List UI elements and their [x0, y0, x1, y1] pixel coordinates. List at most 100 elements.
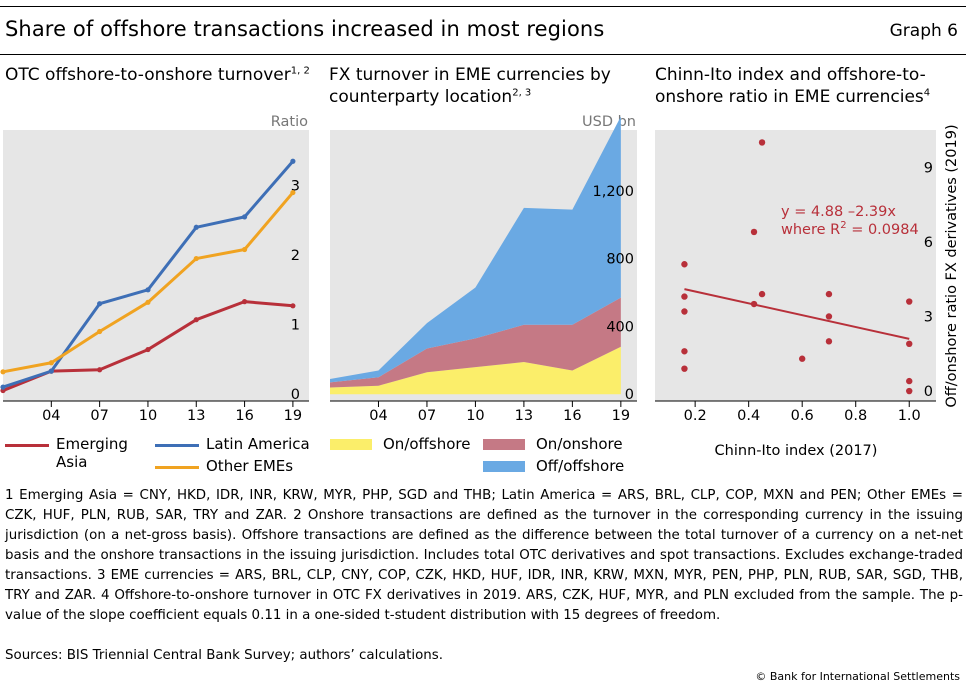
scatter-point — [681, 365, 688, 372]
panel2-unit: USD bn — [582, 114, 636, 130]
x-tick-label: 07 — [418, 408, 436, 424]
legend-label-off-offshore: Off/offshore — [536, 457, 625, 475]
x-tick-label: 1.0 — [898, 408, 921, 424]
series-point — [193, 255, 199, 262]
y-tick-label: 1 — [291, 318, 300, 334]
scatter-point — [681, 261, 688, 268]
scatter-point — [825, 313, 833, 320]
r2-superscript: 2 — [840, 220, 846, 231]
x-tick-label: 04 — [369, 408, 387, 424]
series-point — [241, 299, 248, 305]
x-tick-label: 0.6 — [791, 408, 814, 424]
x-tick-label: 0.4 — [737, 408, 760, 424]
panel1-title: OTC offshore-to-onshore turnover1, 2 — [5, 65, 310, 85]
y-tick-label: 9 — [924, 160, 933, 176]
regression-r2: where R2 = 0.0984 — [781, 220, 919, 238]
panel3-title: Chinn-Ito index and offshore-to-onshore … — [655, 65, 931, 107]
regression-equation: y = 4.88 –2.39x — [781, 204, 896, 220]
scatter-point — [825, 338, 833, 345]
graph-title: Share of offshore transactions increased… — [5, 17, 605, 41]
series-point — [97, 301, 103, 307]
scatter-point — [681, 348, 688, 355]
legend-label-on-onshore: On/onshore — [536, 435, 623, 453]
scatter-point — [750, 228, 758, 236]
series-point — [290, 189, 296, 196]
scatter-point — [681, 293, 688, 300]
legend-swatch-off-offshore — [483, 461, 525, 472]
y-tick-label: 400 — [606, 319, 634, 335]
scatter-point — [681, 308, 688, 315]
legend-swatch-emerging-asia — [5, 444, 49, 447]
r2-value: = 0.0984 — [847, 222, 919, 238]
y-tick-label: 0 — [924, 384, 933, 400]
panel3-scatter-chart: 0.2 0.4 0.6 0.8 1.00 3 6 9 Chinn-Ito index (2017… — [655, 124, 960, 459]
legend-label-other-emes: Other EMEs — [206, 457, 294, 475]
area-off-offshore — [330, 116, 621, 383]
panel2-title: FX turnover in EME currencies by counterp… — [329, 65, 611, 107]
y-tick-label: 3 — [924, 309, 933, 325]
scatter-point — [906, 387, 913, 395]
x-tick-label: 16 — [235, 408, 253, 424]
x-tick-label: 10 — [466, 408, 484, 424]
sources: Sources: BIS Triennial Central Bank Surv… — [5, 648, 443, 663]
y-tick-label: 2 — [291, 248, 300, 264]
scatter-point — [906, 298, 913, 305]
y-tick-label: 6 — [924, 235, 933, 251]
series-point — [241, 214, 248, 220]
series-point — [241, 246, 248, 253]
r2-prefix: where R — [781, 222, 840, 238]
x-tick-label: 13 — [515, 408, 533, 424]
x-tick-label: 19 — [284, 408, 302, 424]
charts-canvas: Ratio USD bn 04 07 10 13 16 19 0 1 2 3 04 07 10 13 16… — [0, 114, 960, 459]
title-separator — [0, 54, 966, 55]
series-point — [193, 317, 199, 323]
top-rule — [0, 6, 966, 7]
graph-number: Graph 6 — [889, 21, 958, 41]
series-point — [97, 328, 103, 335]
series-point — [193, 224, 199, 230]
panel1-line-chart: 04 07 10 13 16 19 0 1 2 3 — [0, 158, 309, 424]
y-tick-label: 0 — [291, 387, 300, 403]
series-point — [0, 384, 6, 390]
x-tick-label: 10 — [139, 408, 157, 424]
trendline — [684, 288, 910, 340]
y-tick-label: 1,200 — [592, 184, 634, 200]
series-point — [145, 299, 151, 305]
scatter-point — [798, 355, 806, 362]
legend-swatch-on-onshore — [483, 439, 525, 450]
scatter-point — [906, 377, 913, 385]
series-point — [145, 346, 151, 353]
legend-swatch-latin-america — [155, 444, 199, 447]
series-point — [290, 158, 296, 164]
series-point — [145, 287, 151, 293]
x-tick-label: 0.2 — [684, 408, 707, 424]
legend-label-emerging-asia: Emerging Asia — [56, 435, 128, 471]
y-tick-label: 800 — [606, 252, 634, 268]
x-axis-title: Chinn-Ito index (2017) — [715, 443, 878, 459]
x-tick-label: 0.8 — [844, 408, 867, 424]
series-point — [0, 369, 6, 375]
scatter-point — [750, 300, 758, 308]
panel3-plot-bg — [655, 130, 936, 401]
legend-swatch-on-offshore — [330, 439, 372, 450]
panel1-plot-bg — [3, 130, 309, 401]
scatter-point — [758, 290, 766, 298]
copyright: © Bank for International Settlements — [755, 670, 960, 683]
panel1-unit: Ratio — [271, 114, 308, 130]
scatter-point — [758, 139, 766, 146]
x-tick-label: 13 — [187, 408, 205, 424]
series-point — [48, 368, 54, 374]
area-on-offshore — [330, 346, 621, 395]
footnotes: 1 Emerging Asia = CNY, HKD, IDR, INR, KR… — [5, 488, 963, 623]
legend-label-latin-america: Latin America — [206, 435, 310, 453]
x-tick-label: 16 — [563, 408, 581, 424]
legend-swatch-other-emes — [155, 466, 199, 469]
x-tick-label: 07 — [90, 408, 108, 424]
x-tick-label: 04 — [42, 408, 60, 424]
y-axis-title: Off/onshore ratio FX derivatives (2019) — [944, 124, 960, 407]
legend-label-on-offshore: On/offshore — [383, 435, 471, 453]
series-point — [290, 303, 296, 309]
scatter-point — [825, 290, 833, 298]
area-on-onshore — [330, 297, 621, 388]
x-tick-label: 19 — [612, 408, 630, 424]
